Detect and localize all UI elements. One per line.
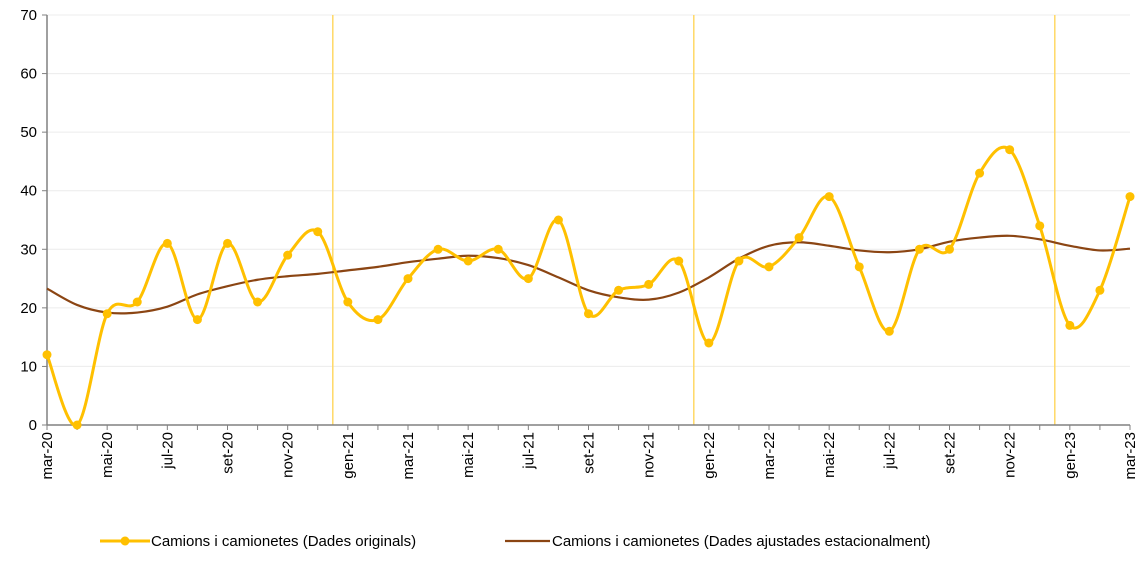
- legend-item-adjusted: Camions i camionetes (Dades ajustades es…: [505, 533, 931, 550]
- legend: Camions i camionetes (Dades originals) C…: [100, 533, 931, 550]
- data-point-original: [945, 244, 954, 254]
- data-point-original: [433, 244, 443, 254]
- x-tick-label: mai-22: [821, 432, 838, 478]
- x-tick-label: mar-22: [761, 432, 778, 480]
- x-tick-label: nov-22: [1002, 432, 1019, 478]
- data-point-original: [162, 238, 172, 248]
- data-point-original: [764, 262, 774, 272]
- legend-marker-original: [120, 536, 130, 546]
- data-point-original: [343, 297, 353, 307]
- y-tick-label: 50: [20, 124, 37, 141]
- x-tick-label: jul-21: [520, 432, 537, 470]
- series-line-original: [45, 145, 1132, 427]
- y-tick-label: 0: [29, 417, 37, 434]
- legend-label-adjusted: Camions i camionetes (Dades ajustades es…: [552, 533, 931, 550]
- data-point-original: [884, 326, 894, 336]
- x-tick-label: set-20: [220, 432, 237, 474]
- y-tick-label: 30: [20, 241, 37, 258]
- data-point-original: [704, 338, 714, 348]
- legend-item-original: Camions i camionetes (Dades originals): [100, 533, 416, 550]
- data-point-original: [975, 168, 985, 178]
- data-point-original: [824, 192, 834, 202]
- data-point-original: [914, 244, 924, 254]
- x-tick-label: mar-21: [400, 432, 417, 480]
- data-point-original: [1035, 221, 1045, 231]
- x-tick-label: mai-21: [460, 432, 477, 478]
- x-tick-label: jul-22: [881, 432, 898, 470]
- gridlines: [47, 14, 1130, 367]
- data-point-original: [1005, 145, 1015, 155]
- y-tick-label: 60: [20, 66, 37, 83]
- data-point-original: [283, 250, 293, 260]
- x-tick-label: gen-21: [340, 432, 357, 479]
- x-tick-label: mar-23: [1122, 432, 1139, 480]
- x-axis-ticks: mar-20 mai-20 jul-20 set-20 nov-20 gen-21 mar-…: [39, 425, 1139, 480]
- x-tick-label: nov-21: [641, 432, 658, 478]
- series: [42, 145, 1135, 430]
- x-tick-label: gen-22: [701, 432, 718, 479]
- data-point-original: [674, 256, 684, 266]
- data-point-original: [253, 297, 263, 307]
- data-point-original: [1125, 192, 1135, 202]
- data-point-original: [223, 238, 232, 248]
- data-point-original: [1095, 285, 1105, 295]
- x-tick-label: mar-20: [39, 432, 56, 480]
- data-point-original: [102, 309, 112, 319]
- y-axis-ticks: 0 10 20 30 40 50 60 70: [20, 7, 47, 434]
- x-tick-label: jul-20: [159, 432, 176, 470]
- data-point-original: [493, 244, 503, 254]
- data-point-original: [373, 315, 383, 325]
- series-line-adjusted: [46, 234, 1131, 315]
- data-point-original: [734, 256, 744, 266]
- data-point-original: [132, 297, 142, 307]
- year-separator-lines: [332, 15, 1056, 425]
- data-point-original: [72, 420, 82, 430]
- x-tick-label: set-21: [581, 432, 598, 474]
- x-tick-label: set-22: [942, 432, 959, 474]
- y-tick-label: 20: [20, 300, 37, 317]
- data-point-original: [1065, 320, 1075, 330]
- data-point-original: [523, 274, 533, 284]
- data-point-original: [644, 279, 654, 289]
- axes: [46, 15, 1130, 426]
- y-tick-label: 10: [20, 358, 37, 375]
- y-tick-label: 40: [20, 183, 37, 200]
- data-point-original: [463, 256, 473, 266]
- data-point-original: [192, 315, 202, 325]
- data-point-original: [553, 215, 563, 225]
- x-tick-label: mai-20: [99, 432, 116, 478]
- data-point-original: [403, 274, 413, 284]
- data-point-original: [614, 285, 624, 295]
- legend-label-original: Camions i camionetes (Dades originals): [151, 533, 416, 550]
- data-point-original: [42, 350, 52, 360]
- data-point-original: [584, 309, 593, 319]
- y-tick-label: 70: [20, 7, 37, 24]
- x-tick-label: nov-20: [280, 432, 297, 478]
- data-point-original: [794, 233, 804, 243]
- data-point-original: [854, 262, 864, 272]
- x-tick-label: gen-23: [1062, 432, 1079, 479]
- data-point-original: [313, 227, 323, 237]
